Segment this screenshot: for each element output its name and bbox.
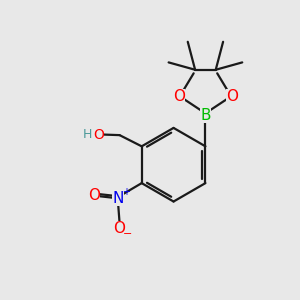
Text: O: O — [93, 128, 104, 142]
Text: O: O — [88, 188, 100, 203]
Text: +: + — [122, 187, 130, 197]
Text: O: O — [173, 89, 185, 104]
Text: B: B — [200, 108, 211, 123]
Text: O: O — [114, 221, 126, 236]
Text: −: − — [123, 230, 133, 239]
Text: N: N — [112, 191, 124, 206]
Text: O: O — [226, 89, 238, 104]
Text: H: H — [82, 128, 92, 141]
